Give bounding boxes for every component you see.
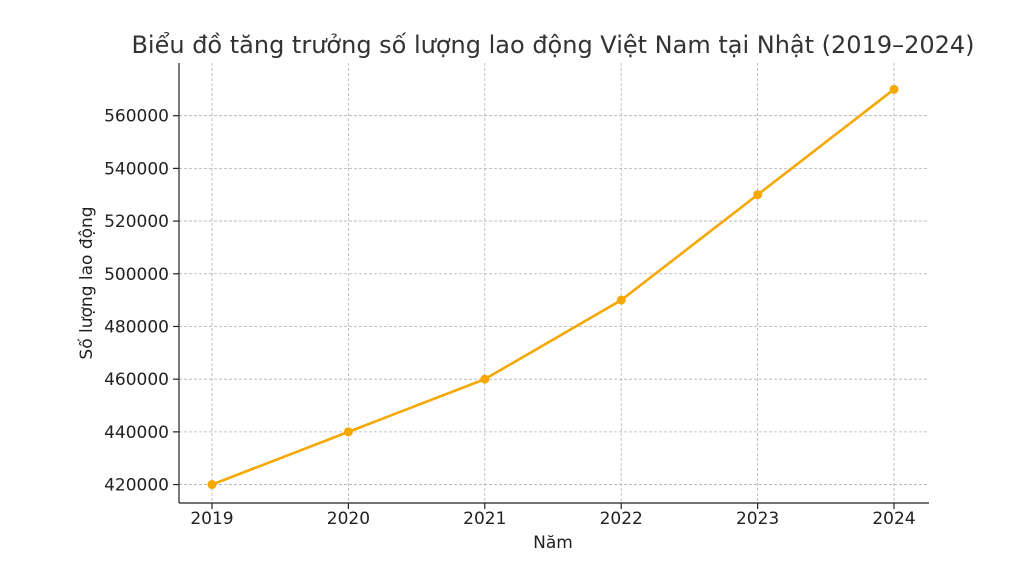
data-point [616, 295, 626, 305]
y-tick-label: 520000 [104, 212, 169, 232]
data-point [207, 480, 217, 490]
x-tick-label: 2022 [600, 509, 643, 529]
x-tick-label: 2019 [190, 509, 233, 529]
series [207, 84, 899, 490]
data-point [753, 190, 763, 200]
x-tick-label: 2023 [736, 509, 779, 529]
y-tick-label: 500000 [104, 265, 169, 285]
ticks: 2019 2020 2021 2022 2023 2024 420000 440000 4600… [104, 107, 916, 529]
y-tick-label: 460000 [104, 370, 169, 390]
y-axis-label: Số lượng lao động [76, 206, 97, 359]
data-point [889, 84, 899, 94]
x-axis-label: Năm [533, 533, 573, 553]
series-line [211, 88, 895, 486]
axes [178, 63, 929, 504]
x-tick-label: 2024 [872, 509, 915, 529]
y-tick-label: 540000 [104, 159, 169, 179]
x-tick-label: 2020 [327, 509, 370, 529]
y-tick-label: 440000 [104, 423, 169, 443]
y-tick-label: 480000 [104, 317, 169, 337]
y-tick-label: 560000 [104, 107, 169, 127]
data-point [343, 427, 353, 437]
grid [179, 63, 929, 503]
data-point [480, 374, 490, 384]
x-tick-label: 2021 [463, 509, 506, 529]
chart-title: Biểu đồ tăng trưởng số lượng lao động Vi… [131, 31, 974, 59]
y-tick-label: 420000 [104, 476, 169, 496]
